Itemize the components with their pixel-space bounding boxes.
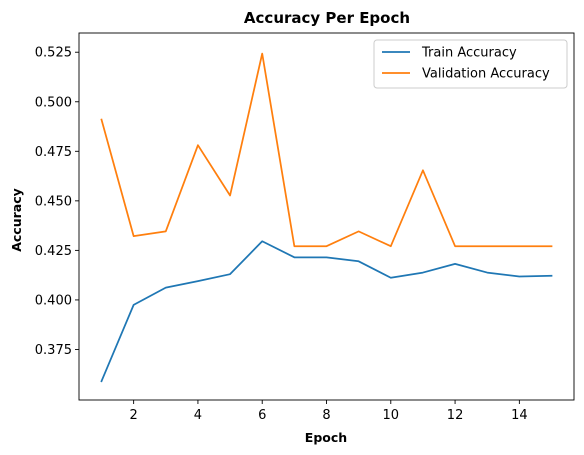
y-tick-label: 0.500 — [35, 95, 72, 110]
series-line-1 — [100, 52, 553, 248]
y-tick-label: 0.450 — [35, 194, 72, 209]
legend-label: Train Accuracy — [421, 46, 517, 61]
y-tick-label: 0.425 — [35, 244, 72, 259]
x-axis-label: Epoch — [305, 430, 347, 445]
y-tick-label: 0.375 — [35, 343, 72, 358]
x-tick-label: 4 — [194, 408, 202, 423]
x-tick-label: 10 — [383, 408, 400, 423]
x-tick-label: 6 — [258, 408, 266, 423]
chart-title: Accuracy Per Epoch — [244, 9, 410, 27]
legend: Train Accuracy Validation Accuracy — [373, 39, 568, 89]
y-tick-label: 0.525 — [35, 46, 72, 61]
series-line-0 — [100, 240, 553, 383]
x-tick-label: 12 — [447, 408, 464, 423]
x-tick-label: 2 — [130, 408, 138, 423]
x-tick-label: 14 — [511, 408, 528, 423]
plot-area: 2 4 6 8 10 12 14 0.375 0.400 0.425 0.450 0.475 0.500… — [35, 32, 575, 423]
legend-label: Validation Accuracy — [422, 67, 550, 82]
legend-box — [373, 39, 568, 89]
y-tick-label: 0.475 — [35, 145, 72, 160]
y-tick-label: 0.400 — [35, 293, 72, 308]
y-axis-label: Accuracy — [9, 188, 24, 252]
x-tick-label: 8 — [322, 408, 330, 423]
